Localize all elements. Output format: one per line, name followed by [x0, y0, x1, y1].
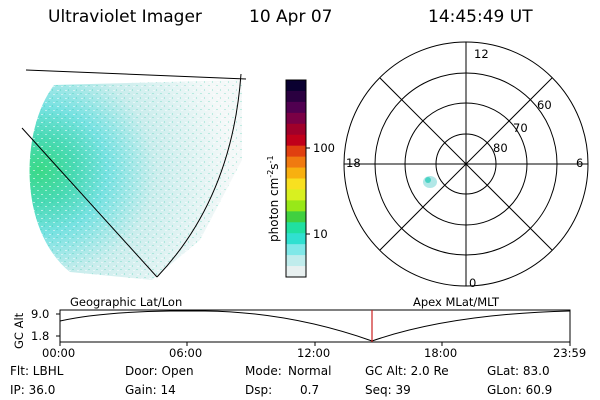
colorbar-band [286, 101, 306, 114]
timeline-x-tick-0600: 06:00 [169, 346, 203, 360]
polar-plot [343, 41, 589, 287]
timeline-left-title: Geographic Lat/Lon [70, 295, 183, 309]
colorbar-band [286, 145, 306, 158]
dsp-value: 0.7 [300, 383, 320, 397]
mlt-label-0: 0 [469, 276, 477, 290]
colorbar-band [286, 80, 306, 92]
lat-label-60: 60 [537, 98, 552, 112]
colorbar-band [286, 134, 306, 147]
colorbar-band [286, 266, 306, 278]
time-label: 14:45:49 UT [428, 7, 533, 27]
seq-readout: Seq: 39 [365, 383, 411, 397]
gc-alt-readout: GC Alt: 2.0 Re [365, 364, 449, 378]
timeline-y-label: GC Alt [12, 312, 26, 349]
timeline-x-tick-1800: 18:00 [424, 346, 458, 360]
door-readout: Door: Open [125, 364, 194, 378]
colorbar-band [286, 255, 306, 267]
glon-readout: GLon: 60.9 [487, 383, 553, 397]
colorbar-frame [285, 79, 307, 278]
colorbar-band [286, 90, 306, 103]
colorbar-band [286, 167, 306, 179]
colorbar-band [286, 178, 306, 190]
colorbar-band [286, 244, 306, 256]
colorbar-band [286, 112, 306, 125]
colorbar-band [286, 123, 306, 136]
altitude-curve [59, 310, 571, 342]
polar-aurora-patch [423, 176, 437, 188]
colorbar-band [286, 222, 306, 234]
mlt-label-18: 18 [346, 156, 361, 170]
timeline-ticks [56, 313, 571, 346]
mode-value: Normal [288, 364, 332, 378]
uv-image [29, 80, 242, 280]
colorbar-label-10: 10 [313, 227, 328, 241]
lat-label-80: 80 [493, 141, 508, 155]
colorbar-band [286, 211, 306, 223]
dsp-label: Dsp: [245, 383, 273, 397]
filter-readout: Flt: LBHL [10, 364, 64, 378]
ip-readout: IP: 36.0 [10, 383, 56, 397]
mlt-label-6: 6 [576, 156, 584, 170]
colorbar-band [286, 156, 306, 169]
timeline-x-tick-0000: 00:00 [42, 346, 76, 360]
gain-readout: Gain: 14 [125, 383, 176, 397]
timeline-x-tick-2359: 23:59 [553, 346, 587, 360]
colorbar-band [286, 189, 306, 201]
colorbar-label-100: 100 [313, 141, 335, 155]
timeline-right-title: Apex MLat/MLT [413, 295, 500, 309]
mlt-label-12: 12 [474, 47, 489, 61]
image-grid-line-diagonal [21, 127, 158, 278]
timeline-y-tick-9: 9.0 [31, 307, 50, 321]
colorbar [286, 80, 306, 278]
instrument-title: Ultraviolet Imager [48, 7, 202, 27]
date-label: 10 Apr 07 [249, 7, 333, 27]
timeline-frame [59, 309, 571, 343]
colorbar-band [286, 233, 306, 245]
colorbar-band [286, 200, 306, 212]
glat-readout: GLat: 83.0 [487, 364, 550, 378]
image-grid-line-top [25, 69, 247, 80]
colorbar-unit-label: photon cm-2s-1 [266, 155, 281, 242]
timeline-y-tick-1-8: 1.8 [31, 329, 50, 343]
mode-label: Mode: [245, 364, 282, 378]
timeline-x-tick-1200: 12:00 [297, 346, 331, 360]
lat-label-70: 70 [513, 121, 528, 135]
image-limb-arc [156, 73, 242, 278]
